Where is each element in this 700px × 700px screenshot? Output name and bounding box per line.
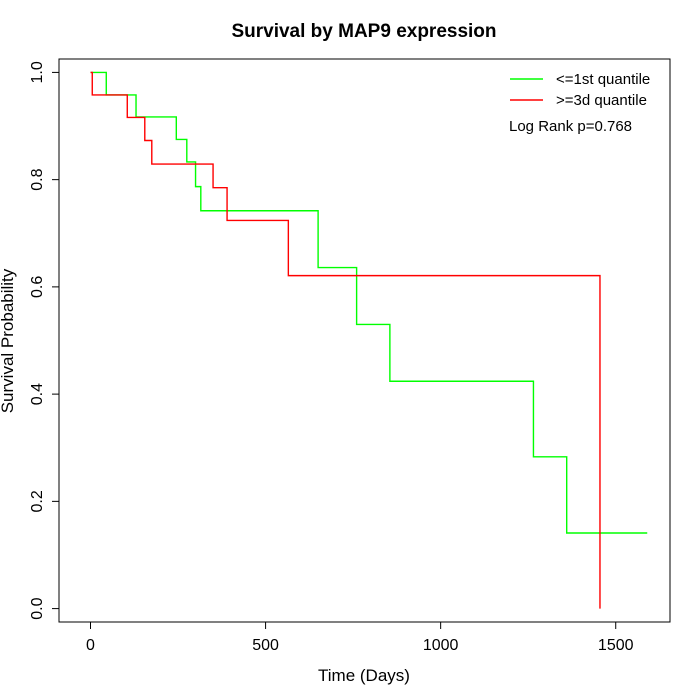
plot-frame xyxy=(58,58,671,623)
y-axis-label: Survival Probability xyxy=(0,268,17,413)
x-tick-label-0: 0 xyxy=(86,637,95,654)
log-rank-annotation: Log Rank p=0.768 xyxy=(509,118,632,135)
legend-label-series-2: >=3d quantile xyxy=(556,92,647,109)
series-line-1 xyxy=(90,71,648,534)
x-tick-label-1: 500 xyxy=(252,637,279,654)
x-axis-label: Time (Days) xyxy=(318,666,410,685)
y-tick-label-5: 1.0 xyxy=(29,61,46,83)
y-tick-label-2: 0.4 xyxy=(29,383,46,405)
x-tick-label-2: 1000 xyxy=(423,637,459,654)
x-tick-label-3: 1500 xyxy=(598,637,634,654)
series-line-2 xyxy=(90,71,601,609)
series-lines xyxy=(90,71,648,609)
legend: <=1st quantile >=3d quantile xyxy=(510,71,650,109)
y-tick-label-0: 0.0 xyxy=(29,597,46,619)
x-axis: 0 500 1000 1500 xyxy=(86,622,634,654)
chart-title: Survival by MAP9 expression xyxy=(231,21,496,42)
y-tick-label-4: 0.8 xyxy=(29,168,46,190)
legend-label-series-1: <=1st quantile xyxy=(556,71,650,88)
y-tick-label-3: 0.6 xyxy=(29,276,46,298)
y-axis: 0.0 0.2 0.4 0.6 0.8 1.0 xyxy=(29,61,59,620)
y-tick-label-1: 0.2 xyxy=(29,490,46,512)
